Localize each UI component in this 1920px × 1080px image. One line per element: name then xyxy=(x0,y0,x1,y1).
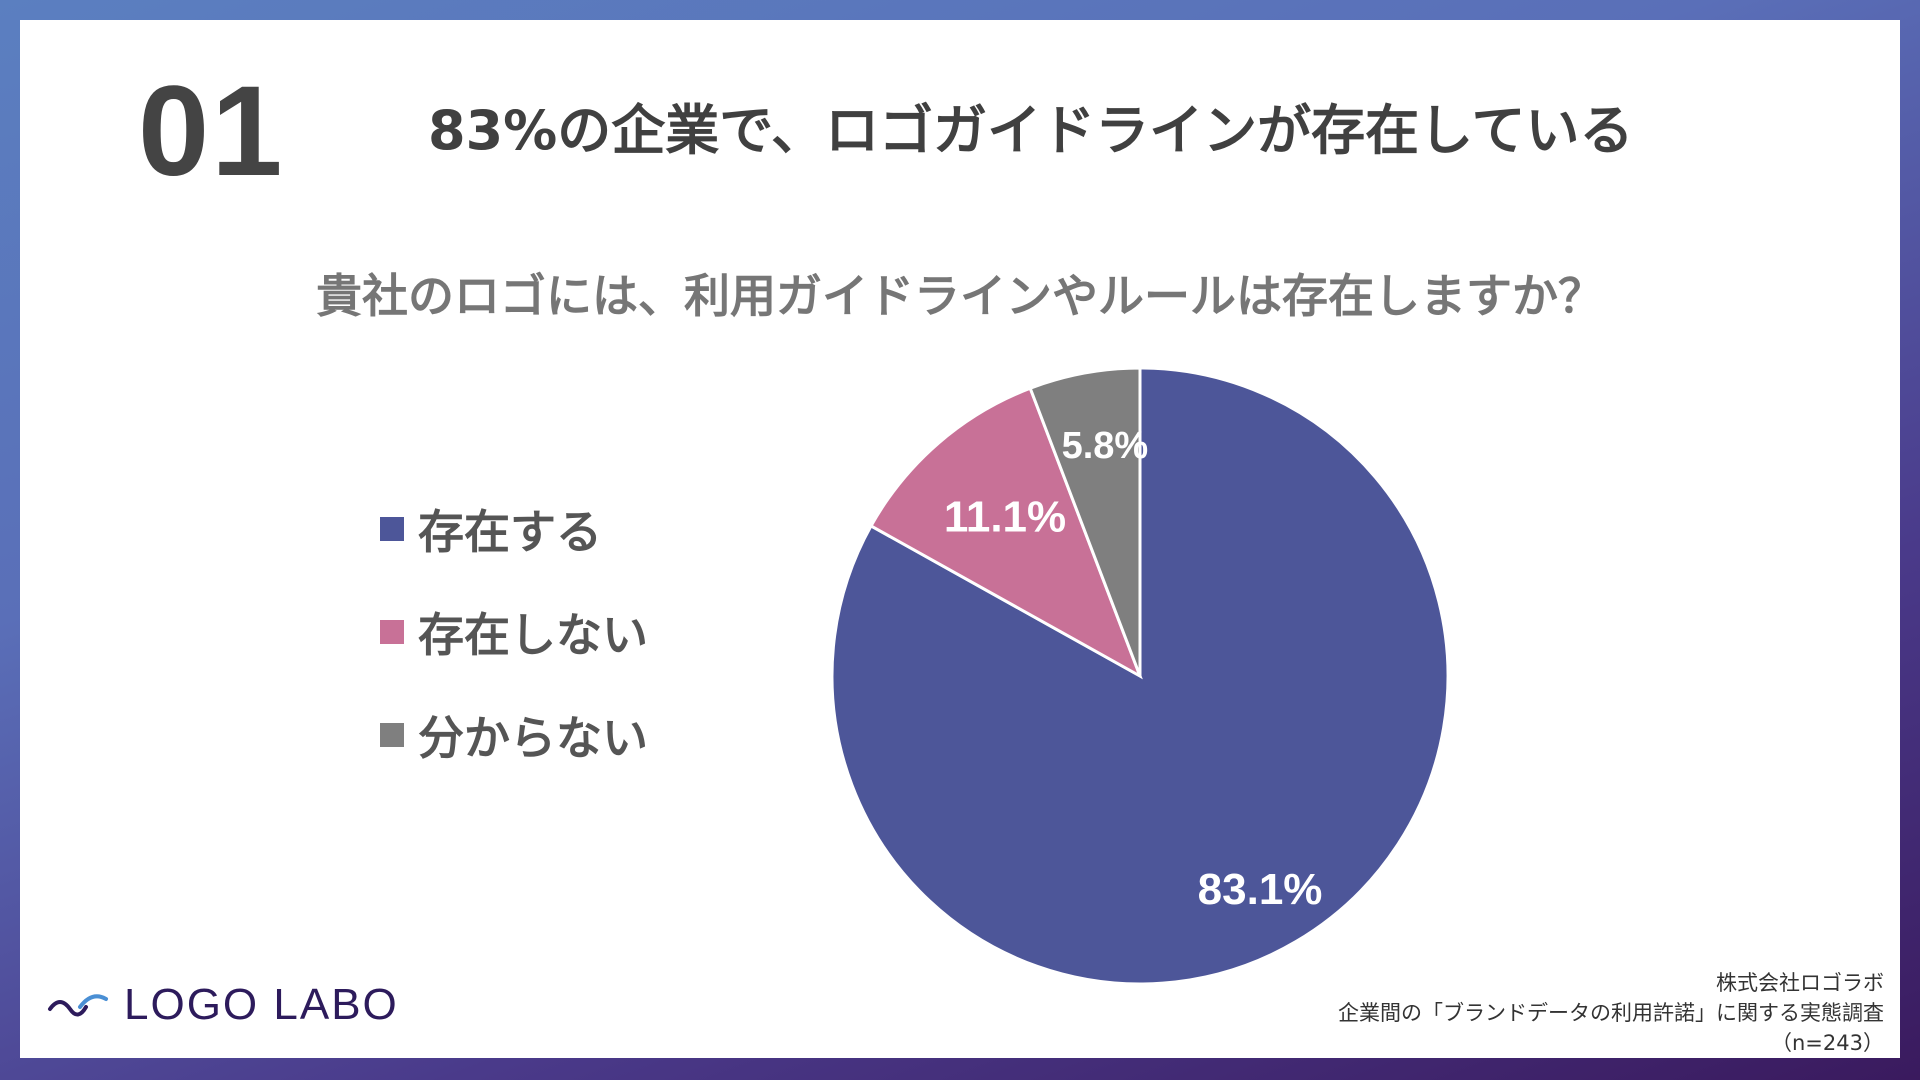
pie-label-not-exists: 11.1% xyxy=(944,493,1066,542)
legend-label-exists: 存在する xyxy=(418,505,602,559)
legend-swatch-exists xyxy=(380,517,404,541)
chart-legend: 存在する 存在しない 分からない xyxy=(380,498,648,807)
legend-label-unknown: 分からない xyxy=(418,711,648,765)
legend-item-not-exists: 存在しない xyxy=(380,601,648,663)
pie-slice-not-exists xyxy=(868,386,1143,680)
source-note: 株式会社ロゴラボ 企業間の「ブランドデータの利用許諾」に関する実態調査 （n=2… xyxy=(1338,968,1884,1058)
source-company: 株式会社ロゴラボ xyxy=(1716,971,1884,995)
source-sample: （n=243） xyxy=(1771,1031,1884,1055)
wave-check-icon xyxy=(48,994,108,1017)
logo: LOGO LABO xyxy=(46,980,399,1030)
pie-label-exists: 83.1% xyxy=(1198,865,1323,914)
legend-item-exists: 存在する xyxy=(380,498,648,560)
legend-item-unknown: 分からない xyxy=(380,704,648,766)
pie-label-unknown: 5.8% xyxy=(1062,425,1149,467)
chart-title: 貴社のロゴには、利用ガイドラインやルールは存在しますか？ xyxy=(316,269,1604,323)
slide: 01 83%の企業で、ロゴガイドラインが存在している 貴社のロゴには、利用ガイド… xyxy=(20,20,1900,1058)
source-survey: 企業間の「ブランドデータの利用許諾」に関する実態調査 xyxy=(1338,1001,1884,1025)
headline: 83%の企業で、ロゴガイドラインが存在している xyxy=(428,99,1634,162)
logo-text: LOGO LABO xyxy=(124,980,399,1029)
legend-swatch-unknown xyxy=(380,723,404,747)
legend-swatch-not-exists xyxy=(380,620,404,644)
pie-slice-unknown xyxy=(1028,366,1142,677)
pie-chart: 83.1% 11.1% 5.8% xyxy=(830,366,1450,986)
slide-number: 01 xyxy=(138,60,285,203)
legend-label-not-exists: 存在しない xyxy=(418,608,648,662)
